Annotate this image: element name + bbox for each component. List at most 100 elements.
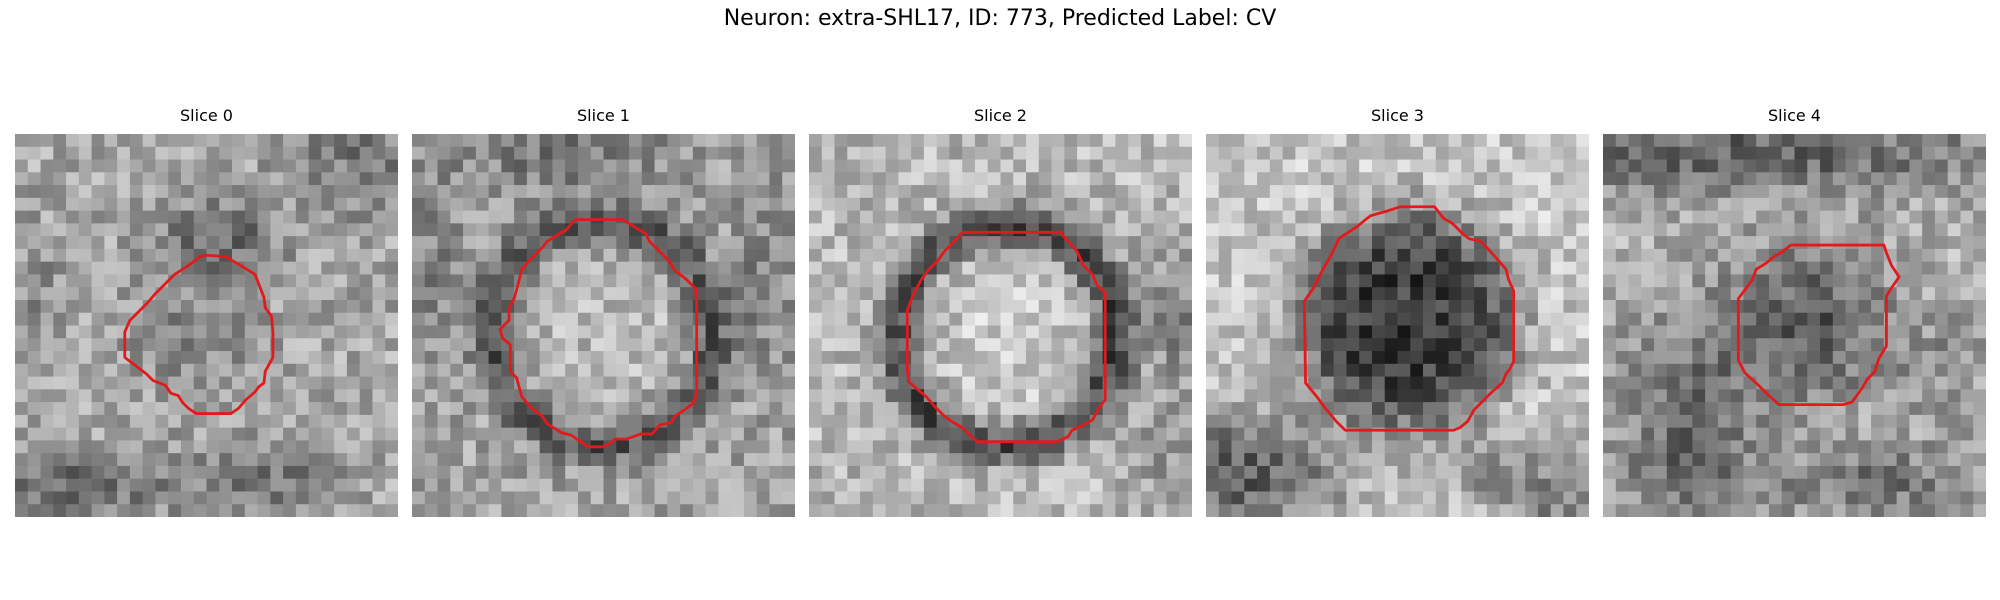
pixel — [1922, 351, 1936, 365]
pixel — [1499, 134, 1513, 148]
pixel — [359, 414, 373, 429]
pixel — [334, 414, 348, 429]
pixel — [692, 465, 707, 480]
pixel — [27, 325, 41, 339]
pixel — [117, 453, 131, 467]
pixel — [911, 363, 925, 377]
pixel — [66, 453, 80, 467]
pixel — [180, 325, 195, 339]
pixel — [1051, 376, 1065, 390]
pixel — [1346, 287, 1360, 301]
pixel — [847, 363, 861, 377]
pixel — [1896, 389, 1910, 403]
pixel — [488, 197, 502, 211]
pixel — [577, 146, 592, 160]
pixel — [1858, 389, 1872, 403]
pixel — [680, 312, 694, 326]
pixel — [1026, 491, 1040, 505]
pixel — [437, 197, 451, 211]
pixel — [1257, 159, 1271, 173]
pixel — [616, 478, 630, 492]
pixel — [437, 274, 451, 288]
pixel — [1525, 134, 1539, 148]
pixel — [1960, 223, 1974, 237]
pixel — [1896, 478, 1910, 492]
pixel — [1295, 248, 1309, 263]
pixel — [1576, 223, 1589, 237]
pixel — [232, 159, 246, 173]
pixel — [1628, 465, 1642, 480]
pixel — [769, 363, 783, 377]
pixel — [257, 338, 271, 352]
pixel — [1179, 134, 1192, 148]
pixel — [1026, 414, 1040, 429]
pixel — [1858, 146, 1872, 160]
pixel — [334, 491, 348, 505]
pixel — [1563, 172, 1577, 186]
pixel — [1705, 134, 1719, 148]
pixel — [1576, 134, 1589, 148]
pixel — [987, 414, 1001, 429]
pixel — [1474, 134, 1488, 148]
pixel — [1909, 248, 1923, 263]
pixel — [936, 287, 950, 301]
pixel — [321, 299, 335, 314]
pixel — [1666, 338, 1680, 352]
pixel — [27, 478, 41, 492]
pixel — [949, 312, 963, 326]
pixel — [308, 414, 322, 429]
pixel — [1461, 159, 1475, 173]
pixel — [1013, 287, 1027, 301]
pixel — [1896, 134, 1910, 148]
pixel — [1973, 287, 1986, 301]
pixel — [346, 223, 361, 237]
pixel — [232, 504, 246, 517]
pixel — [1218, 325, 1232, 339]
pixel — [142, 159, 156, 173]
pixel — [987, 248, 1001, 263]
pixel — [872, 376, 886, 390]
pixel — [295, 287, 310, 301]
pixel — [334, 197, 348, 211]
pixel — [1615, 491, 1629, 505]
pixel — [1308, 248, 1322, 263]
pixel — [641, 197, 655, 211]
pixel — [731, 236, 745, 250]
pixel — [1525, 427, 1539, 441]
pixel — [731, 134, 745, 148]
pixel — [1384, 287, 1398, 301]
pixel — [78, 223, 92, 237]
slice-title: Slice 2 — [974, 106, 1027, 125]
pixel — [1218, 491, 1232, 505]
pixel — [1244, 338, 1258, 352]
pixel — [1947, 389, 1961, 403]
pixel — [667, 338, 681, 352]
pixel — [129, 427, 144, 441]
pixel — [1499, 402, 1513, 416]
pixel — [424, 159, 438, 173]
pixel — [911, 223, 925, 237]
pixel — [847, 274, 861, 288]
pixel — [1371, 402, 1386, 416]
pixel — [603, 159, 617, 173]
pixel — [1231, 504, 1245, 517]
pixel — [488, 325, 502, 339]
pixel — [1934, 159, 1949, 173]
pixel — [168, 402, 182, 416]
pixel — [1206, 223, 1220, 237]
pixel — [206, 351, 220, 365]
pixel — [1628, 376, 1642, 390]
pixel — [1371, 236, 1386, 250]
pixel — [40, 402, 54, 416]
pixel — [359, 287, 373, 301]
pixel — [244, 312, 258, 326]
pixel — [590, 338, 604, 352]
pixel — [1628, 185, 1642, 199]
pixel — [1218, 440, 1232, 454]
pixel — [821, 287, 835, 301]
pixel — [1218, 376, 1232, 390]
pixel — [1435, 414, 1449, 429]
pixel — [1128, 248, 1142, 263]
pixel — [475, 402, 489, 416]
pixel — [1563, 402, 1577, 416]
